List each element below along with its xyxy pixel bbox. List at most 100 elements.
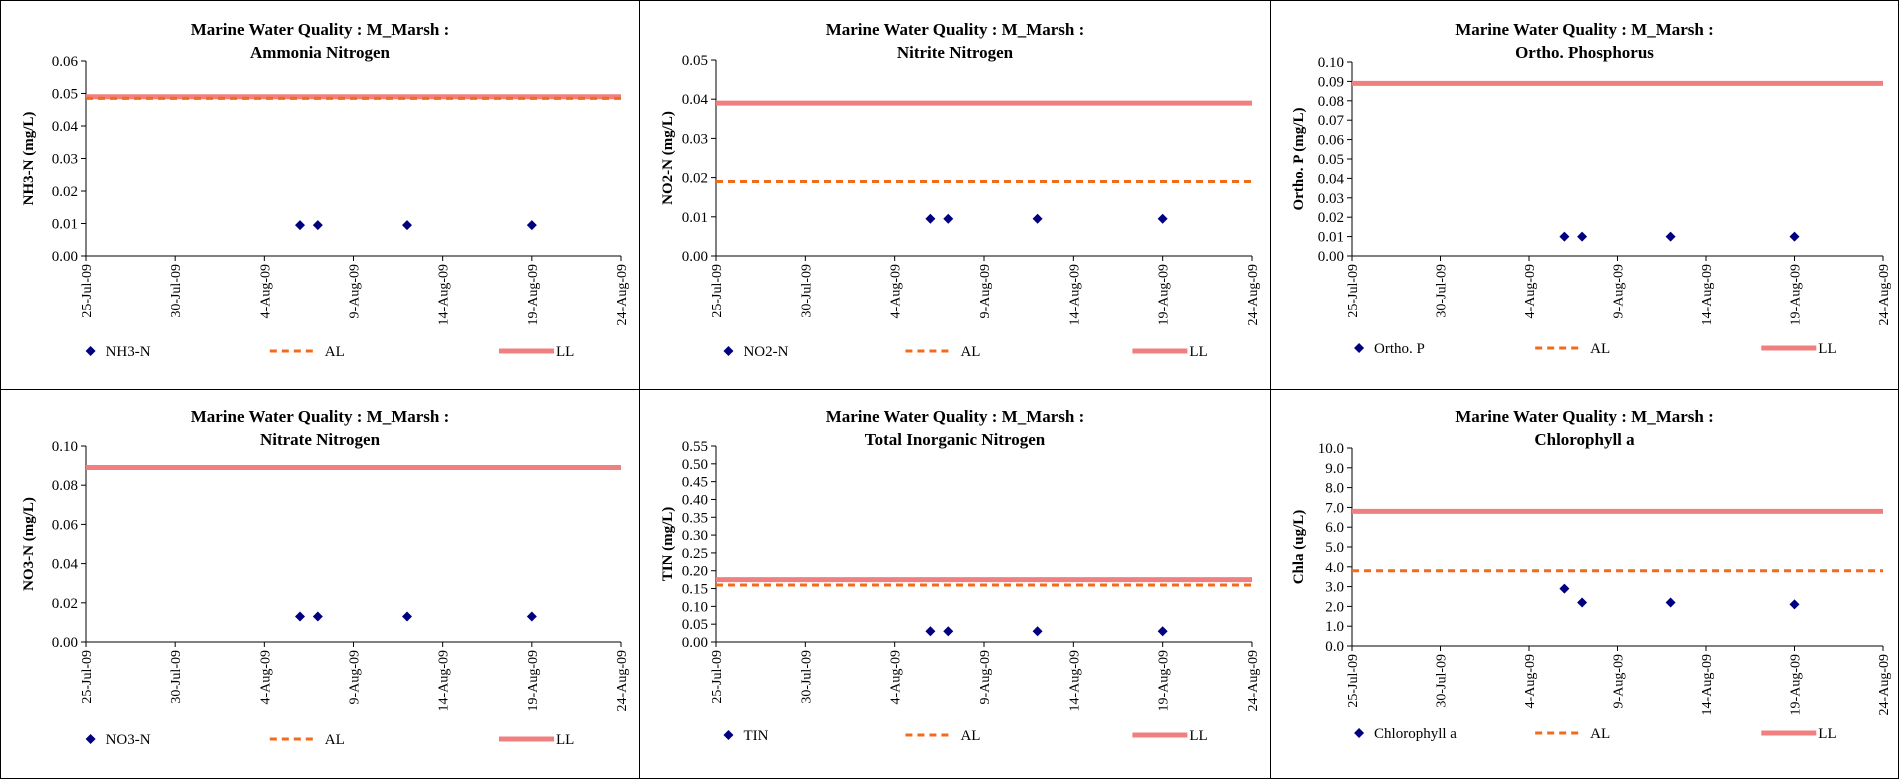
legend-label-data: NO3-N <box>106 732 151 748</box>
data-point <box>1577 597 1588 608</box>
chart-subtitle: Chlorophyll a <box>1534 430 1635 449</box>
y-tick-label: 0.01 <box>1318 230 1344 246</box>
x-tick-label: 19-Aug-09 <box>526 264 541 325</box>
y-tick-label: 0.20 <box>682 564 708 580</box>
y-tick-label: 0.35 <box>682 510 708 526</box>
y-tick-label: 0.08 <box>1318 94 1344 110</box>
legend-label-data: Ortho. P <box>1374 341 1425 357</box>
data-point <box>1789 599 1800 610</box>
chart-subtitle: Ammonia Nitrogen <box>250 43 390 62</box>
y-tick-label: 9.0 <box>1325 461 1344 477</box>
legend-label-ll: LL <box>1189 344 1207 360</box>
legend-label-data: Chlorophyll a <box>1374 726 1457 742</box>
y-tick-label: 0.03 <box>52 152 78 168</box>
y-tick-label: 0.05 <box>1318 152 1344 168</box>
y-tick-label: 0.04 <box>1318 171 1345 187</box>
y-tick-label: 8.0 <box>1325 481 1344 497</box>
y-tick-label: 0.10 <box>1318 55 1344 71</box>
chart-plot: 0.00 0.05 0.100.15 0.20 0.25 0.30 0.35 0.400.45… <box>660 439 1261 744</box>
y-tick-label: 0.03 <box>682 131 708 147</box>
chart-panel-nitrite-nitrogen: Marine Water Quality : M_Marsh : Nitrite… <box>639 0 1271 390</box>
chart-title: Marine Water Quality : M_Marsh : <box>825 20 1085 39</box>
x-tick-label: 14-Aug-09 <box>1067 650 1082 711</box>
y-tick-label: 0.10 <box>682 599 708 615</box>
x-tick-label: 4-Aug-09 <box>889 650 904 704</box>
data-point <box>943 626 954 637</box>
legend-marker-data <box>85 346 96 356</box>
data-point <box>1665 231 1676 242</box>
y-axis-title: Ortho. P (mg/L) <box>1291 108 1307 211</box>
y-tick-label: 0.45 <box>682 475 708 491</box>
x-tick-label: 9-Aug-09 <box>348 650 363 704</box>
chart-panel-ammonia-nitrogen: Marine Water Quality : M_Marsh : Ammonia… <box>0 0 640 390</box>
y-tick-label: 0.05 <box>682 617 708 633</box>
y-tick-label: 0.09 <box>1318 74 1344 90</box>
legend-label-al: AL <box>1590 341 1610 357</box>
x-tick-label: 24-Aug-09 <box>1246 264 1261 325</box>
chart-subtitle: Nitrate Nitrogen <box>259 430 381 449</box>
y-tick-label: 0.01 <box>682 210 708 226</box>
y-tick-label: 0.55 <box>682 439 708 455</box>
y-tick-label: 0.00 <box>1318 249 1344 265</box>
legend-label-al: AL <box>325 344 345 360</box>
chart-panel-nitrate-nitrogen: Marine Water Quality : M_Marsh : Nitrate… <box>0 389 640 779</box>
y-tick-label: 0.10 <box>52 439 78 455</box>
data-point <box>312 611 323 622</box>
x-tick-label: 9-Aug-09 <box>1612 654 1627 708</box>
legend-label-al: AL <box>960 728 980 744</box>
data-point <box>1032 213 1043 224</box>
legend-marker-data <box>85 734 96 744</box>
chart-title: Marine Water Quality : M_Marsh : <box>190 20 450 39</box>
x-tick-label: 14-Aug-09 <box>437 264 452 325</box>
data-point <box>295 611 305 622</box>
x-tick-label: 30-Jul-09 <box>169 264 184 318</box>
legend-label-ll: LL <box>1818 726 1836 742</box>
x-tick-label: 25-Jul-09 <box>1346 654 1361 708</box>
data-point <box>1559 231 1570 242</box>
chart-title: Marine Water Quality : M_Marsh : <box>1455 20 1714 39</box>
x-tick-label: 30-Jul-09 <box>799 264 814 318</box>
chart-title: Marine Water Quality : M_Marsh : <box>825 407 1085 426</box>
x-tick-label: 14-Aug-09 <box>1067 264 1082 325</box>
y-tick-label: 3.0 <box>1325 580 1344 596</box>
legend-label-al: AL <box>325 732 345 748</box>
y-tick-label: 2.0 <box>1325 599 1344 615</box>
x-tick-label: 30-Jul-09 <box>1435 264 1450 318</box>
data-point <box>526 611 537 622</box>
y-tick-label: 0.00 <box>52 635 78 651</box>
x-tick-label: 4-Aug-09 <box>1523 264 1538 318</box>
legend-label-ll: LL <box>556 732 574 748</box>
x-tick-label: 9-Aug-09 <box>978 264 993 318</box>
legend-label-ll: LL <box>1189 728 1207 744</box>
y-tick-label: 0.00 <box>682 249 708 265</box>
x-tick-label: 4-Aug-09 <box>258 264 273 318</box>
chart-panel-chlorophyll-a: Marine Water Quality : M_Marsh : Chlorop… <box>1270 389 1899 779</box>
x-tick-label: 24-Aug-09 <box>615 650 630 711</box>
x-tick-label: 14-Aug-09 <box>1700 654 1715 715</box>
legend-label-al: AL <box>960 344 980 360</box>
x-tick-label: 4-Aug-09 <box>1523 654 1538 708</box>
data-point <box>526 220 537 231</box>
y-tick-label: 0.05 <box>52 87 78 103</box>
x-tick-label: 25-Jul-09 <box>1346 264 1361 318</box>
x-tick-label: 25-Jul-09 <box>710 650 725 704</box>
y-tick-label: 0.0 <box>1325 639 1344 655</box>
legend-marker-data <box>723 730 734 740</box>
data-point <box>312 220 323 231</box>
chart-title: Marine Water Quality : M_Marsh : <box>190 407 450 426</box>
legend-label-data: TIN <box>743 728 768 744</box>
x-tick-label: 9-Aug-09 <box>1612 264 1627 318</box>
y-tick-label: 0.02 <box>682 171 708 187</box>
y-tick-label: 5.0 <box>1325 540 1344 556</box>
data-point <box>402 611 412 622</box>
chart-title: Marine Water Quality : M_Marsh : <box>1455 407 1714 426</box>
y-tick-label: 0.06 <box>52 517 79 533</box>
y-tick-label: 6.0 <box>1325 520 1344 536</box>
legend-label-al: AL <box>1590 726 1610 742</box>
y-tick-label: 0.05 <box>682 53 708 69</box>
x-tick-label: 30-Jul-09 <box>1435 654 1450 708</box>
y-tick-label: 0.30 <box>682 528 708 544</box>
data-point <box>295 220 305 231</box>
chart-subtitle: Nitrite Nitrogen <box>896 43 1014 62</box>
y-tick-label: 0.02 <box>52 596 78 612</box>
